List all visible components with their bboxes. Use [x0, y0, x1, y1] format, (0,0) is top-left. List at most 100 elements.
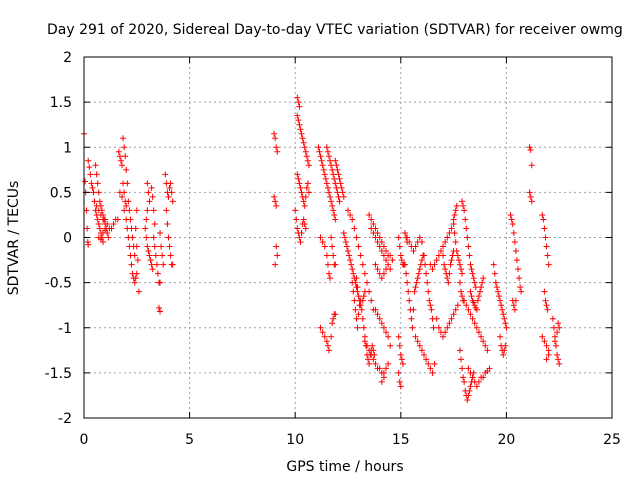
data-point [527, 193, 534, 200]
data-point [317, 234, 324, 241]
data-point [427, 365, 434, 372]
data-point [551, 338, 558, 345]
data-point [358, 306, 365, 313]
grid-lines [84, 57, 612, 418]
data-point [102, 216, 109, 223]
data-point [406, 297, 413, 304]
data-point [297, 126, 304, 133]
data-point [93, 202, 100, 209]
data-point [465, 306, 472, 313]
data-point [108, 225, 115, 232]
data-point [508, 216, 515, 223]
data-point [473, 383, 480, 390]
data-point [457, 288, 464, 295]
data-point [273, 144, 280, 151]
data-point [366, 211, 373, 218]
data-point [317, 153, 324, 160]
data-point [376, 365, 383, 372]
data-point [328, 333, 335, 340]
data-point [152, 252, 159, 259]
data-point [146, 252, 153, 259]
data-point [359, 261, 366, 268]
data-point [94, 216, 101, 223]
data-point [355, 311, 362, 318]
data-point [301, 202, 308, 209]
data-point [117, 157, 124, 164]
data-point [319, 239, 326, 246]
data-point [410, 306, 417, 313]
data-point [339, 189, 346, 196]
data-point [296, 121, 303, 128]
data-point [452, 306, 459, 313]
data-point [539, 333, 546, 340]
data-point [294, 112, 301, 119]
data-point [300, 198, 307, 205]
data-point [545, 351, 552, 358]
data-point [332, 261, 339, 268]
data-point [361, 288, 368, 295]
data-point [135, 288, 142, 295]
data-point [349, 266, 356, 273]
data-point [447, 261, 454, 268]
data-point [469, 374, 476, 381]
data-point [423, 356, 430, 363]
data-point [380, 252, 387, 259]
data-point [433, 257, 440, 264]
data-point [464, 396, 471, 403]
data-point [96, 225, 103, 232]
data-point [301, 220, 308, 227]
data-point [131, 279, 138, 286]
y-tick-label: 0.5 [50, 185, 72, 201]
data-point [150, 207, 157, 214]
data-point [332, 311, 339, 318]
data-point [165, 234, 172, 241]
data-point [431, 360, 438, 367]
data-point [149, 266, 156, 273]
data-point [125, 198, 132, 205]
data-point [395, 369, 402, 376]
data-point [541, 288, 548, 295]
data-point [406, 239, 413, 246]
data-point [398, 257, 405, 264]
data-point [273, 243, 280, 250]
series-arc-40 [440, 248, 457, 286]
data-point [316, 148, 323, 155]
data-point [353, 234, 360, 241]
series-arc-19 [332, 157, 347, 200]
data-point [86, 164, 93, 171]
data-point [324, 184, 331, 191]
data-point [91, 198, 98, 205]
data-point [425, 288, 432, 295]
data-point [451, 229, 458, 236]
data-point [465, 243, 472, 250]
data-point [450, 220, 457, 227]
data-point [482, 342, 489, 349]
data-point [418, 239, 425, 246]
data-point [158, 243, 165, 250]
data-point [116, 189, 123, 196]
data-point [167, 252, 174, 259]
series-arc-30 [368, 225, 394, 273]
data-point [295, 175, 302, 182]
data-point [477, 288, 483, 295]
data-point [97, 211, 104, 218]
data-point [429, 266, 436, 273]
data-point [159, 252, 166, 259]
data-point [461, 207, 468, 214]
data-point [442, 239, 449, 246]
data-point [368, 297, 375, 304]
y-tick-label: -1.5 [45, 366, 72, 382]
data-point [385, 360, 392, 367]
data-point [350, 270, 357, 277]
data-point [332, 180, 339, 187]
data-point [426, 297, 433, 304]
data-point [412, 333, 419, 340]
data-point [465, 365, 472, 372]
data-point [331, 211, 338, 218]
data-point [297, 239, 304, 246]
data-point [378, 248, 385, 255]
data-point [297, 184, 304, 191]
data-point [361, 270, 368, 277]
data-point [340, 229, 347, 236]
